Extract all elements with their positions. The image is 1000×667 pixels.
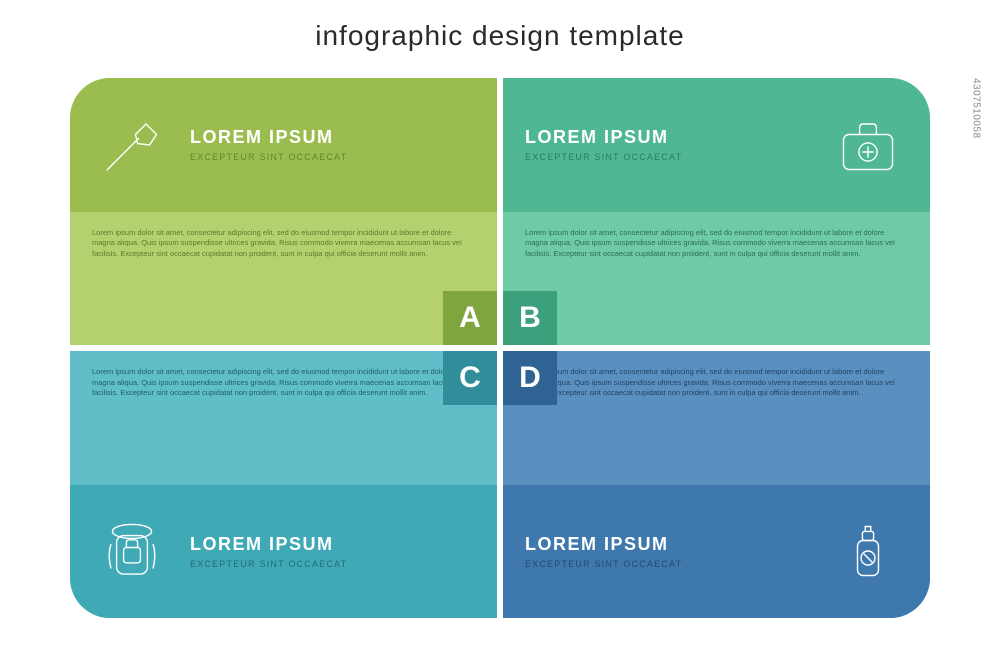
card-a-band: LOREM IPSUM EXCEPTEUR SINT OCCAECAT	[70, 78, 497, 212]
card-d-band: LOREM IPSUM EXCEPTEUR SINT OCCAECAT	[503, 485, 930, 619]
card-d-body: Lorem ipsum dolor sit amet, consectetur …	[503, 351, 930, 485]
card-c-body: Lorem ipsum dolor sit amet, consectetur …	[70, 351, 497, 485]
card-b-body: Lorem ipsum dolor sit amet, consectetur …	[503, 212, 930, 346]
card-c-subheading: EXCEPTEUR SINT OCCAECAT	[190, 559, 475, 569]
backpack-icon	[92, 516, 172, 586]
card-a: LOREM IPSUM EXCEPTEUR SINT OCCAECAT Lore…	[70, 78, 497, 345]
card-a-subheading: EXCEPTEUR SINT OCCAECAT	[190, 152, 475, 162]
card-b: LOREM IPSUM EXCEPTEUR SINT OCCAECAT Lore…	[503, 78, 930, 345]
firstaid-icon	[828, 110, 908, 180]
axe-icon	[92, 110, 172, 180]
page-title: infographic design template	[0, 20, 1000, 52]
card-a-letter: A	[443, 291, 497, 345]
sidebar-id: 4307510058	[971, 78, 982, 139]
card-d: Lorem ipsum dolor sit amet, consectetur …	[503, 351, 930, 618]
card-a-heading: LOREM IPSUM	[190, 127, 475, 148]
card-c-band: LOREM IPSUM EXCEPTEUR SINT OCCAECAT	[70, 485, 497, 619]
card-d-heading: LOREM IPSUM	[525, 534, 810, 555]
card-a-body: Lorem ipsum dolor sit amet, consectetur …	[70, 212, 497, 346]
card-c-heading: LOREM IPSUM	[190, 534, 475, 555]
sidebar: 4307510058	[970, 78, 982, 618]
spray-icon	[828, 516, 908, 586]
card-c-letter: C	[443, 351, 497, 405]
card-b-heading: LOREM IPSUM	[525, 127, 810, 148]
card-b-letter: B	[503, 291, 557, 345]
card-d-letter: D	[503, 351, 557, 405]
card-b-subheading: EXCEPTEUR SINT OCCAECAT	[525, 152, 810, 162]
card-d-subheading: EXCEPTEUR SINT OCCAECAT	[525, 559, 810, 569]
card-b-band: LOREM IPSUM EXCEPTEUR SINT OCCAECAT	[503, 78, 930, 212]
card-c: Lorem ipsum dolor sit amet, consectetur …	[70, 351, 497, 618]
infographic-grid: LOREM IPSUM EXCEPTEUR SINT OCCAECAT Lore…	[70, 78, 930, 618]
